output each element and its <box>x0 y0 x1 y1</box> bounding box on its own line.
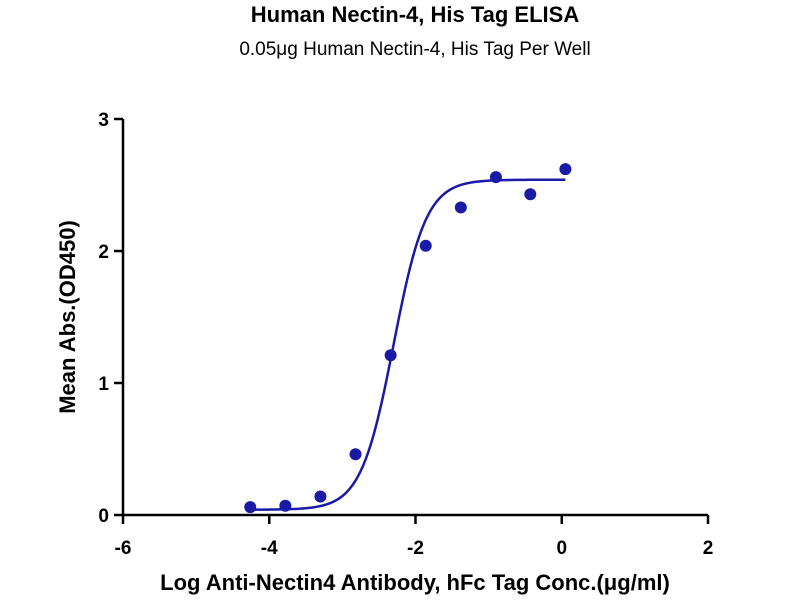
data-point <box>314 490 327 503</box>
data-point <box>279 499 292 512</box>
data-point <box>454 201 467 214</box>
axes <box>121 119 708 517</box>
data-point <box>489 171 502 184</box>
data-point <box>419 239 432 252</box>
y-axis-label: Mean Abs.(OD450) <box>55 220 80 414</box>
data-point <box>559 163 572 176</box>
x-tick-label: 0 <box>556 538 567 559</box>
y-tick-label: 3 <box>98 110 109 131</box>
chart-subtitle: 0.05μg Human Nectin-4, His Tag Per Well <box>239 39 590 60</box>
y-ticks: 0 1 2 3 <box>98 110 123 527</box>
data-point <box>349 448 362 461</box>
fit-curve <box>250 178 566 511</box>
x-tick-label: 2 <box>703 538 714 559</box>
data-point <box>244 501 257 514</box>
data-point <box>384 349 397 362</box>
x-axis-label: Log Anti-Nectin4 Antibody, hFc Tag Conc.… <box>160 570 670 595</box>
x-tick-label: -4 <box>261 538 278 559</box>
x-tick-label: -6 <box>115 538 132 559</box>
chart-title: Human Nectin-4, His Tag ELISA <box>251 2 580 27</box>
y-tick-label: 2 <box>98 242 109 263</box>
data-point <box>524 188 537 201</box>
y-tick-label: 1 <box>98 374 109 395</box>
data-points <box>244 163 572 514</box>
x-ticks: -6 -4 -2 0 2 <box>115 515 714 559</box>
x-tick-label: -2 <box>407 538 424 559</box>
y-tick-label: 0 <box>98 506 109 527</box>
